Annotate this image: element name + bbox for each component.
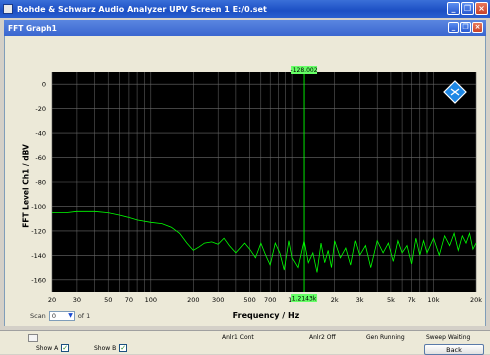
- subwindow-titlebar: FFT Graph1 _ ❐ ×: [4, 20, 486, 36]
- close-button[interactable]: ×: [475, 2, 488, 15]
- back-button[interactable]: Back: [424, 344, 484, 355]
- app-icon: [3, 4, 13, 14]
- subwindow-minimize-button[interactable]: _: [448, 22, 459, 33]
- show-a-label: Show A: [36, 344, 59, 352]
- fft-trace: [52, 210, 477, 273]
- window-title: Rohde & Schwarz Audio Analyzer UPV Scree…: [17, 4, 267, 14]
- y-tick-label: -160: [31, 276, 46, 284]
- x-tick-label: 300: [212, 296, 224, 304]
- x-tick-label: 2k: [331, 296, 339, 304]
- y-tick-label: -120: [31, 227, 46, 235]
- subwindow-close-button[interactable]: ×: [472, 22, 483, 33]
- window-controls: _ ❐ ×: [447, 2, 488, 15]
- scan-of-label: of 1: [77, 312, 91, 320]
- rohde-schwarz-logo: [443, 80, 467, 104]
- status-sweep: Sweep Waiting: [426, 334, 471, 341]
- status-anlr1: Anlr1 Cont: [222, 334, 254, 341]
- y-tick-label: -60: [35, 154, 46, 162]
- x-tick-label: 20k: [470, 296, 482, 304]
- minimize-button[interactable]: _: [447, 2, 460, 15]
- subwindow-title: FFT Graph1: [8, 23, 57, 33]
- cursor-x-readout-box: [291, 294, 318, 302]
- show-a-checkbox[interactable]: Show A ✓: [36, 344, 70, 352]
- y-tick-label: 0: [42, 81, 46, 89]
- status-anlr2: Anlr2 Off: [309, 334, 336, 341]
- cursor-x-readout: 1.2143k: [292, 296, 317, 303]
- x-tick-label: 30: [73, 296, 81, 304]
- y-tick-label: -80: [35, 179, 46, 187]
- resize-handle[interactable]: [28, 334, 38, 342]
- y-tick-label: -40: [35, 130, 46, 138]
- scan-label: Scan: [30, 312, 46, 320]
- subwindow-controls: _ ❐ ×: [448, 22, 483, 33]
- scan-control: Scan 0 ▼ of 1: [30, 311, 90, 321]
- y-axis-label: FFT Level Ch1 / dBV: [21, 144, 31, 228]
- x-tick-label: 20: [48, 296, 56, 304]
- restore-button[interactable]: ❐: [461, 2, 474, 15]
- x-tick-label: 70: [125, 296, 133, 304]
- y-tick-label: -140: [31, 252, 46, 260]
- x-tick-label: 200: [187, 296, 199, 304]
- scan-value: 0: [51, 312, 56, 320]
- cursor-y-readout: -128.002: [291, 67, 318, 74]
- show-b-check-icon[interactable]: ✓: [119, 344, 128, 352]
- window-titlebar: Rohde & Schwarz Audio Analyzer UPV Scree…: [0, 0, 490, 18]
- x-tick-label: 500: [243, 296, 255, 304]
- x-tick-label: 700: [264, 296, 276, 304]
- status-bar: Anlr1 Cont Anlr2 Off Gen Running Sweep W…: [0, 330, 490, 355]
- y-tick-label: -100: [31, 203, 46, 211]
- x-tick-label: 100: [145, 296, 157, 304]
- grid-lines: [51, 72, 477, 292]
- x-tick-label: 7k: [408, 296, 416, 304]
- x-tick-label: 5k: [387, 296, 395, 304]
- show-a-check-icon[interactable]: ✓: [61, 344, 70, 352]
- x-tick-labels: 203050701002003005007001k2k3k5k7k10k20k: [48, 296, 482, 304]
- show-b-checkbox[interactable]: Show B ✓: [94, 344, 128, 352]
- x-tick-label: 50: [104, 296, 112, 304]
- cursor-y-readout-box: [291, 66, 318, 74]
- scan-select[interactable]: 0 ▼: [48, 311, 75, 321]
- chevron-down-icon: ▼: [68, 312, 73, 319]
- y-tick-labels: 0 -20 -40 -60 -80 -100 -120 -140 -160: [31, 81, 46, 285]
- trace-group: [52, 210, 477, 273]
- x-tick-label: 10k: [427, 296, 439, 304]
- x-axis-label: Frequency / Hz: [232, 311, 300, 320]
- y-tick-label: -20: [35, 105, 46, 113]
- status-gen: Gen Running: [366, 334, 405, 341]
- subwindow-restore-button[interactable]: ❐: [460, 22, 471, 33]
- x-tick-label: 3k: [356, 296, 364, 304]
- show-b-label: Show B: [94, 344, 117, 352]
- cursor-group[interactable]: -128.002 1.2143k: [291, 66, 318, 303]
